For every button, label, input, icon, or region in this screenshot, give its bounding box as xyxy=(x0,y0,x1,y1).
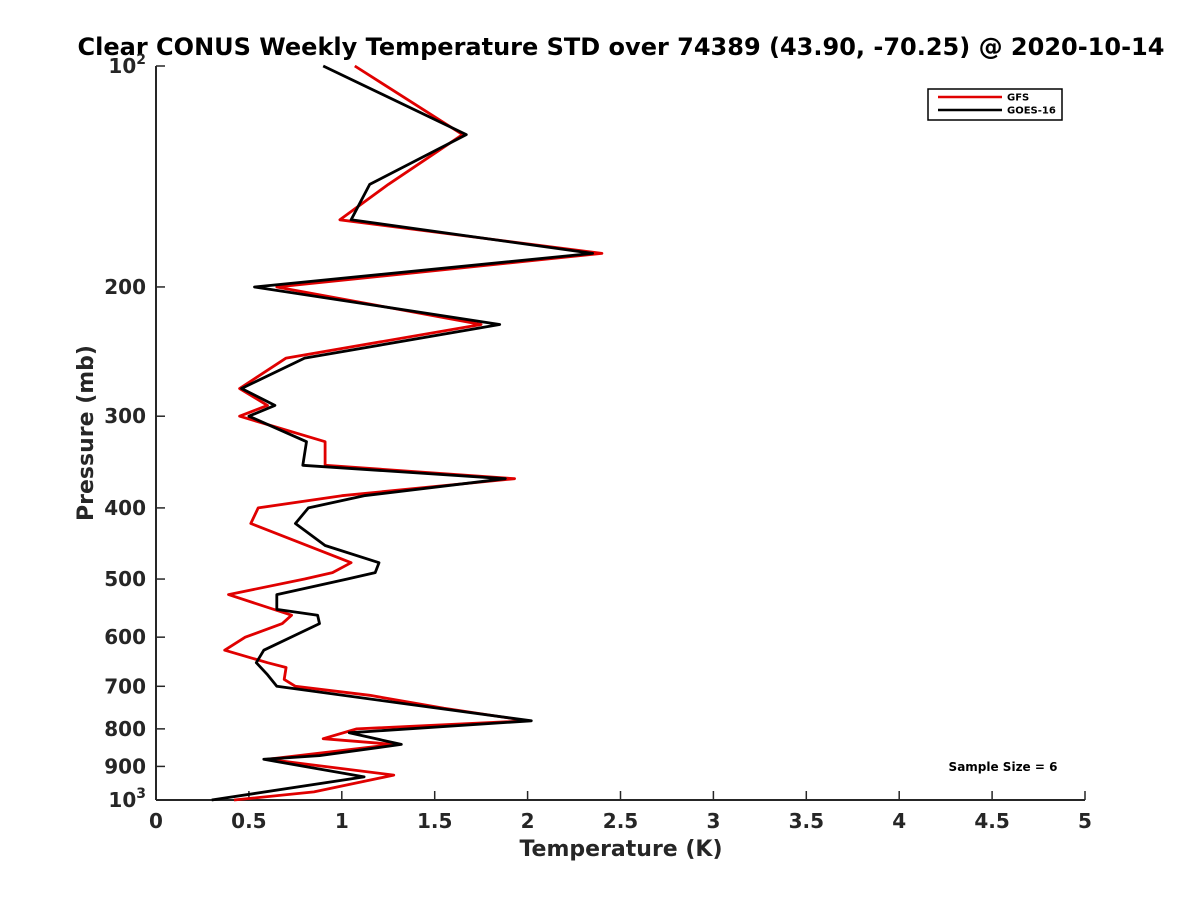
y-tick-label-exponent: 2 xyxy=(136,52,146,68)
y-tick-label: 600 xyxy=(104,625,146,649)
x-tick-label: 5 xyxy=(1078,809,1092,833)
legend-box xyxy=(927,88,1063,121)
chart-title: Clear CONUS Weekly Temperature STD over … xyxy=(78,33,1165,61)
series-line-gfs xyxy=(223,64,604,802)
x-tick-label: 2 xyxy=(521,809,535,833)
x-tick-label: 3.5 xyxy=(789,809,824,833)
y-tick-label-base: 500 xyxy=(104,567,146,591)
y-tick-label: 800 xyxy=(104,717,146,741)
y-tick-label: 200 xyxy=(104,275,146,299)
y-tick-label: 400 xyxy=(104,496,146,520)
y-tick-label-base: 10 xyxy=(108,788,136,812)
x-axis-label: Temperature (K) xyxy=(519,837,722,862)
x-tick-label: 4 xyxy=(892,809,906,833)
y-tick-label-base: 900 xyxy=(104,754,146,778)
y-tick-label: 300 xyxy=(104,404,146,428)
y-axis-label: Pressure (mb) xyxy=(74,345,99,521)
x-tick-label: 3 xyxy=(706,809,720,833)
y-tick-label-base: 600 xyxy=(104,625,146,649)
x-tick-label: 0.5 xyxy=(231,809,266,833)
y-tick-label: 900 xyxy=(104,754,146,778)
y-tick-label: 103 xyxy=(108,786,146,812)
x-tick-label: 2.5 xyxy=(603,809,638,833)
legend-label-gfs: GFS xyxy=(1007,93,1029,104)
sample-size-annotation: Sample Size = 6 xyxy=(949,760,1058,774)
y-tick-label-base: 200 xyxy=(104,275,146,299)
x-tick-label: 4.5 xyxy=(974,809,1009,833)
axes: 0 0.5 1 1.5 2 2.5 3 3.5 4 4.5 51022003004005006007… xyxy=(104,52,1092,833)
y-tick-label-base: 800 xyxy=(104,717,146,741)
y-tick-label-base: 10 xyxy=(108,54,136,78)
y-tick-label: 700 xyxy=(104,674,146,698)
series-line-goes16 xyxy=(211,64,594,802)
y-tick-label-base: 300 xyxy=(104,404,146,428)
y-tick-label-base: 400 xyxy=(104,496,146,520)
y-tick-label: 500 xyxy=(104,567,146,591)
x-tick-label: 0 xyxy=(149,809,163,833)
series-layer xyxy=(211,64,604,802)
x-tick-label: 1.5 xyxy=(417,809,452,833)
y-tick-label-exponent: 3 xyxy=(136,786,146,802)
x-tick-label: 1 xyxy=(335,809,349,833)
y-tick-label: 102 xyxy=(108,52,146,78)
legend: GFS GOES-16 xyxy=(927,88,1063,121)
legend-label-goes16: GOES-16 xyxy=(1007,106,1056,117)
y-tick-label-base: 700 xyxy=(104,674,146,698)
